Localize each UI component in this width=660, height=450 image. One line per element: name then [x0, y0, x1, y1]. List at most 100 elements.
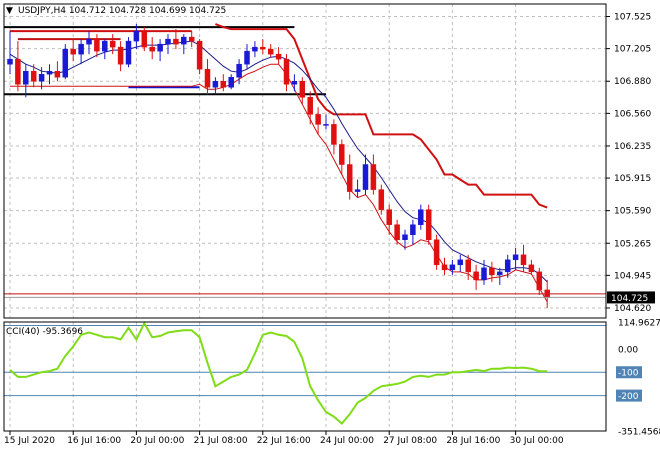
candle-body: [489, 267, 495, 276]
price-tick-label: 107.205: [614, 45, 651, 55]
axes: 107.525 107.205 106.880 106.560 106.235 105.9…: [3, 3, 660, 446]
cci-level-tag: [616, 366, 642, 379]
candle-body: [402, 234, 408, 241]
candle-body: [473, 271, 479, 281]
candle-body: [386, 209, 392, 225]
candle-body: [307, 97, 313, 115]
time-tick-label: 24 Jul 00:00: [320, 436, 374, 446]
cci-line: [9, 321, 548, 426]
current-price-box: [607, 291, 655, 304]
candle-body: [15, 58, 21, 85]
candle-body: [504, 259, 511, 273]
candle-body: [244, 50, 250, 65]
candle-body: [291, 80, 298, 85]
resistance-band-line: [215, 23, 548, 209]
candle-body: [465, 259, 471, 273]
candle-body: [54, 70, 61, 78]
candle-body: [38, 73, 45, 82]
cci-tick-label: -100: [618, 369, 639, 379]
time-tick-label: 20 Jul 00:00: [130, 436, 184, 446]
time-tick-label: 28 Jul 16:00: [446, 436, 500, 446]
candle-body: [536, 271, 543, 291]
candle-body: [283, 58, 290, 85]
candle-body: [133, 30, 140, 42]
price-tick-label: 105.590: [614, 207, 651, 217]
candle-body: [299, 80, 306, 98]
candle-body: [339, 144, 345, 165]
candle-body: [149, 46, 155, 52]
candle-body: [236, 63, 242, 78]
support-band-line: [10, 63, 548, 303]
candle-body: [30, 70, 37, 82]
candle-body: [204, 68, 211, 88]
candle-body: [228, 76, 234, 88]
price-tick-label: 105.915: [614, 174, 651, 184]
price-tick-label: 107.525: [614, 13, 651, 23]
candle-body: [86, 38, 92, 45]
candle-body: [141, 30, 148, 48]
price-tick-label: 106.880: [614, 77, 651, 87]
title-arrow[interactable]: ▼: [6, 6, 13, 16]
candle-body: [370, 164, 377, 190]
candle-body: [528, 264, 535, 273]
candle-body: [117, 46, 124, 65]
candle-body: [315, 114, 321, 125]
candle-body: [62, 48, 69, 78]
cci-tick-label: 114.9627: [618, 319, 660, 329]
candle-body: [354, 189, 361, 192]
candle-body: [23, 70, 29, 85]
cci-level-tag: [616, 389, 642, 402]
candle-body: [157, 43, 163, 52]
candle-body: [165, 38, 171, 45]
candle-body: [78, 43, 84, 55]
candle-body: [267, 48, 274, 55]
time-tick-label: 21 Jul 08:00: [194, 436, 248, 446]
price-pane: [4, 23, 606, 308]
candle-body: [449, 264, 456, 271]
candle-body: [173, 38, 179, 45]
candle-body: [260, 46, 266, 50]
cci-label: CCI(40) -95.3696: [6, 327, 83, 337]
candle-body: [457, 259, 464, 266]
candle-body: [433, 239, 440, 266]
candle-body: [378, 189, 385, 210]
price-tick-label: 104.945: [614, 271, 651, 281]
cci-pane: [9, 321, 548, 426]
candle-body: [425, 209, 432, 241]
candle-body: [481, 267, 487, 281]
candle-body: [346, 164, 353, 192]
candle-body: [275, 53, 282, 60]
candle-body: [102, 40, 108, 52]
time-tick-label: 22 Jul 16:00: [257, 436, 311, 446]
candle-body: [109, 40, 116, 48]
candle-body: [497, 271, 503, 276]
chart-title: USDJPY,H4 104.712 104.728 104.699 104.72…: [18, 6, 226, 16]
candle-body: [46, 70, 53, 75]
candle-body: [220, 80, 227, 88]
cci-tick-label: -200: [618, 392, 639, 402]
candle-body: [7, 58, 13, 65]
time-tick-label: 27 Jul 08:00: [383, 436, 437, 446]
current-price-label: 104.725: [611, 294, 648, 304]
candle-body: [252, 46, 258, 52]
candle-body: [410, 224, 416, 235]
candle-body: [181, 36, 187, 45]
time-tick-label: 15 Jul 2020: [4, 436, 55, 446]
price-tick-label: 105.265: [614, 239, 651, 249]
cci-pane-frame: [3, 321, 607, 432]
candle-body: [418, 209, 424, 225]
candle-body: [323, 124, 329, 126]
candle-body: [70, 48, 76, 55]
candle-body: [520, 254, 527, 266]
candle-body: [362, 164, 369, 190]
candle-body: [94, 38, 100, 52]
candle-body: [188, 36, 195, 42]
candle-body: [512, 254, 519, 261]
candle-body: [331, 124, 337, 145]
cci-tick-label: 0.00: [618, 345, 638, 355]
candle-body: [196, 40, 203, 70]
price-tick-label: 104.620: [614, 304, 651, 314]
candle-body: [125, 40, 132, 65]
